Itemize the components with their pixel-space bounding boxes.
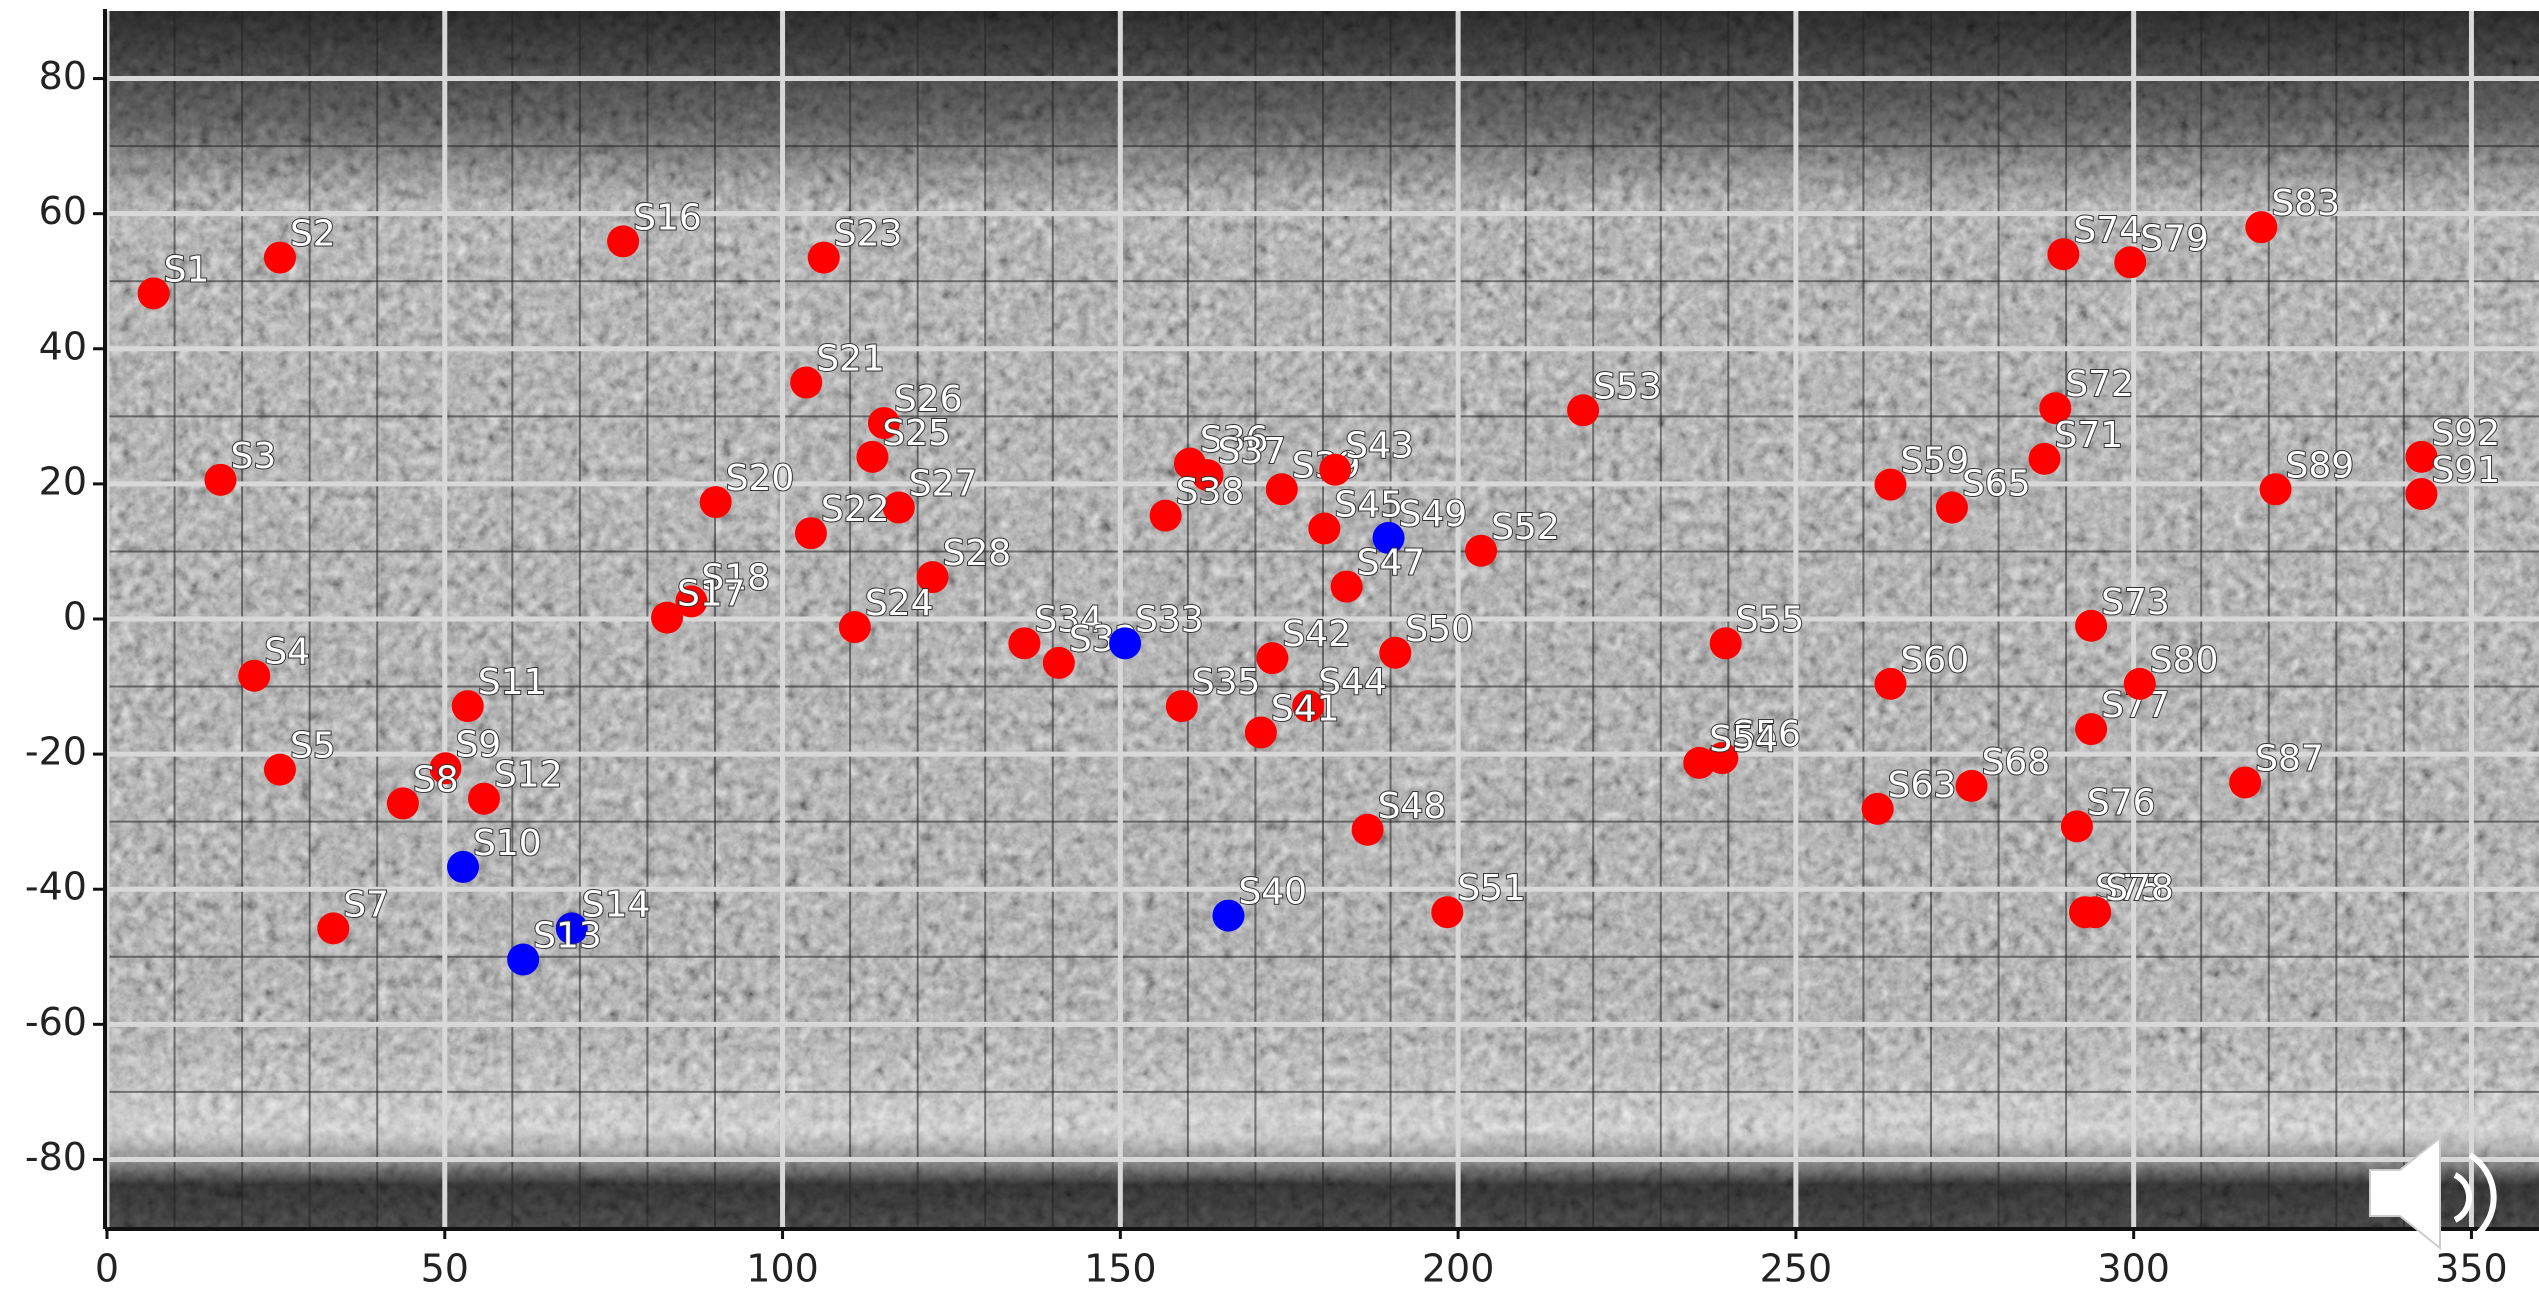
site-label: S47: [1357, 543, 1426, 584]
x-tick-label: 350: [2435, 1247, 2508, 1291]
site-label: S17: [677, 574, 746, 615]
site-label: S68: [1982, 742, 2051, 783]
site-label: S89: [2286, 445, 2355, 486]
site-label: S79: [2140, 218, 2209, 259]
site-label: S12: [494, 755, 563, 796]
site-label: S40: [1238, 872, 1307, 913]
site-label: S73: [2101, 582, 2170, 623]
y-tick-label: -60: [25, 1000, 87, 1044]
page: S1S2S16S23S3S20S21S26S25S27S22S28S18S17S…: [0, 0, 2539, 1297]
y-tick-label: -80: [25, 1135, 87, 1179]
site-label: S37: [1217, 431, 1286, 472]
site-label: S2: [290, 214, 336, 255]
site-label: S53: [1593, 366, 1662, 407]
site-label: S27: [909, 464, 978, 505]
site-label: S72: [2065, 364, 2134, 405]
site-label: S49: [1399, 494, 1468, 535]
map-figure: S1S2S16S23S3S20S21S26S25S27S22S28S18S17S…: [0, 0, 2539, 1297]
site-label: S4: [264, 632, 310, 673]
site-label: S1: [164, 249, 210, 290]
site-label: S25: [882, 413, 951, 454]
y-tick-label: 60: [39, 189, 87, 233]
site-label: S80: [2150, 640, 2219, 681]
site-label: S23: [834, 214, 903, 255]
site-label: S7: [343, 884, 389, 925]
y-tick-label: 80: [39, 54, 87, 98]
x-tick-label: 300: [2097, 1247, 2170, 1291]
site-label: S24: [865, 583, 934, 624]
site-label: S16: [633, 197, 702, 238]
site-label: S11: [478, 662, 547, 703]
site-label: S60: [1900, 640, 1969, 681]
site-label: S35: [1192, 662, 1261, 703]
site-label: S22: [821, 489, 890, 530]
site-label: S8: [413, 759, 459, 800]
site-label: S87: [2255, 738, 2324, 779]
y-tick-label: 40: [39, 324, 87, 368]
site-label: S76: [2087, 782, 2156, 823]
site-label: S33: [1135, 599, 1204, 640]
site-label: S50: [1405, 609, 1474, 650]
site-label: S92: [2431, 413, 2500, 454]
site-label: S48: [1378, 786, 1447, 827]
site-label: S83: [2271, 183, 2340, 224]
site-label: S43: [1345, 426, 1414, 467]
site-label: S78: [2105, 868, 2174, 909]
x-tick-label: 150: [1084, 1247, 1157, 1291]
x-tick-label: 200: [1422, 1247, 1495, 1291]
site-label: S41: [1271, 688, 1340, 729]
site-label: S21: [816, 339, 885, 380]
y-tick-label: 0: [63, 595, 87, 639]
site-label: S45: [1334, 484, 1403, 525]
site-label: S55: [1736, 599, 1805, 640]
y-tick-label: -40: [25, 865, 87, 909]
site-label: S51: [1457, 868, 1526, 909]
x-tick-label: 100: [746, 1247, 819, 1291]
site-label: S5: [290, 726, 336, 767]
x-tick-label: 250: [1760, 1247, 1833, 1291]
y-tick-label: -20: [25, 730, 87, 774]
y-tick-label: 20: [39, 459, 87, 503]
site-label: S28: [943, 533, 1012, 574]
site-label: S63: [1888, 765, 1957, 806]
site-label: S91: [2431, 450, 2500, 491]
site-label: S42: [1282, 614, 1351, 655]
site-label: S71: [2054, 415, 2123, 456]
site-label: S3: [230, 436, 276, 477]
site-label: S38: [1176, 472, 1245, 513]
x-tick-label: 0: [95, 1247, 119, 1291]
site-label: S13: [533, 915, 602, 956]
site-label: S52: [1491, 507, 1560, 548]
site-label: S20: [726, 458, 795, 499]
site-label: S54: [1709, 719, 1778, 760]
site-label: S65: [1962, 464, 2031, 505]
site-label: S74: [2073, 210, 2142, 251]
site-label: S59: [1900, 441, 1969, 482]
site-label: S10: [473, 823, 542, 864]
x-tick-label: 50: [421, 1247, 469, 1291]
